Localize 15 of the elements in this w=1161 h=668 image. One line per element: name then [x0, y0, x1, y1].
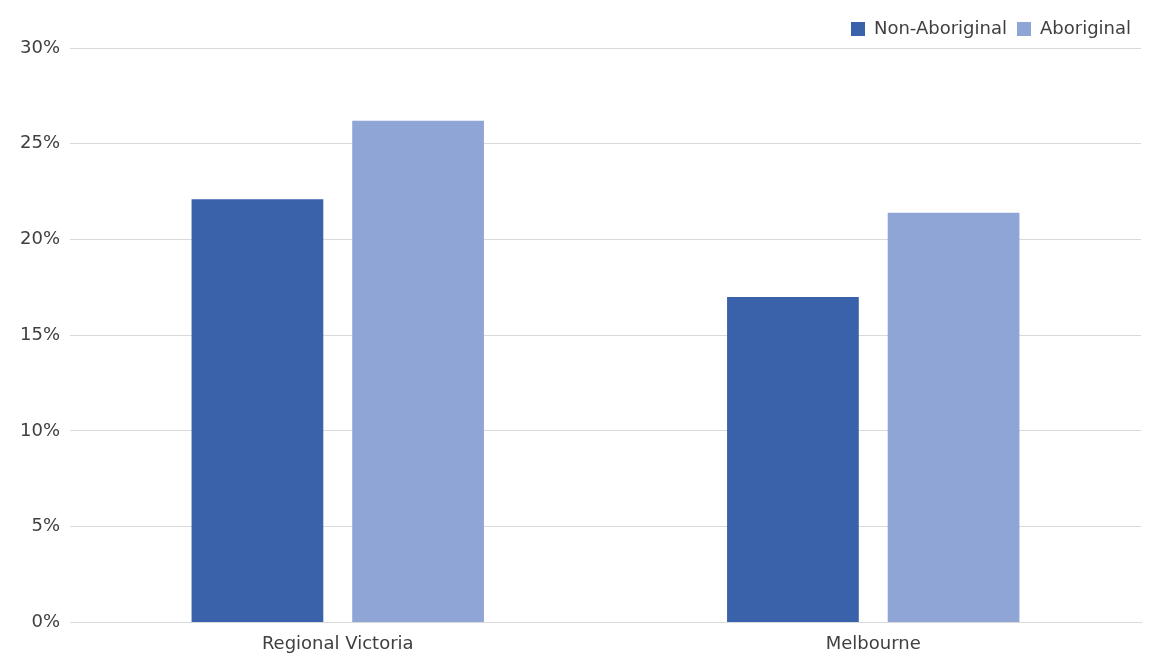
x-tick-label: Melbourne	[825, 631, 921, 653]
x-tick-label: Regional Victoria	[261, 631, 414, 653]
bar	[727, 296, 859, 622]
legend-label: Aboriginal	[1039, 16, 1132, 38]
bar	[887, 212, 1020, 622]
bar	[352, 120, 484, 622]
y-tick-label: 25%	[19, 131, 61, 153]
y-tick-label: 0%	[31, 610, 61, 632]
legend-label: Non-Aboriginal	[873, 16, 1007, 38]
y-tick-label: 15%	[19, 322, 61, 344]
bar	[191, 199, 324, 622]
y-tick-label: 30%	[19, 35, 61, 57]
y-tick-label: 5%	[31, 514, 61, 536]
y-tick-label: 10%	[19, 418, 61, 440]
y-tick-label: 20%	[19, 227, 61, 249]
